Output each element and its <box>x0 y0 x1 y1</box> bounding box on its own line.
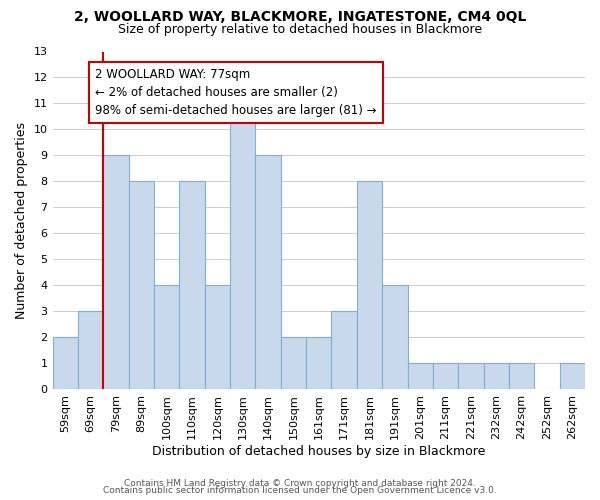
Text: Contains HM Land Registry data © Crown copyright and database right 2024.: Contains HM Land Registry data © Crown c… <box>124 478 476 488</box>
Bar <box>53 337 78 389</box>
Bar <box>230 104 256 389</box>
Bar <box>433 363 458 389</box>
X-axis label: Distribution of detached houses by size in Blackmore: Distribution of detached houses by size … <box>152 444 485 458</box>
Bar <box>560 363 585 389</box>
Bar <box>205 285 230 389</box>
Bar <box>256 156 281 389</box>
Text: Contains public sector information licensed under the Open Government Licence v3: Contains public sector information licen… <box>103 486 497 495</box>
Bar <box>331 311 357 389</box>
Bar <box>509 363 534 389</box>
Bar <box>407 363 433 389</box>
Text: 2, WOOLLARD WAY, BLACKMORE, INGATESTONE, CM4 0QL: 2, WOOLLARD WAY, BLACKMORE, INGATESTONE,… <box>74 10 526 24</box>
Bar <box>458 363 484 389</box>
Bar <box>382 285 407 389</box>
Bar <box>357 182 382 389</box>
Bar <box>484 363 509 389</box>
Text: Size of property relative to detached houses in Blackmore: Size of property relative to detached ho… <box>118 22 482 36</box>
Bar <box>78 311 103 389</box>
Bar <box>103 156 128 389</box>
Bar <box>154 285 179 389</box>
Bar <box>281 337 306 389</box>
Bar <box>306 337 331 389</box>
Bar <box>179 182 205 389</box>
Bar <box>128 182 154 389</box>
Text: 2 WOOLLARD WAY: 77sqm
← 2% of detached houses are smaller (2)
98% of semi-detach: 2 WOOLLARD WAY: 77sqm ← 2% of detached h… <box>95 68 377 117</box>
Y-axis label: Number of detached properties: Number of detached properties <box>15 122 28 318</box>
